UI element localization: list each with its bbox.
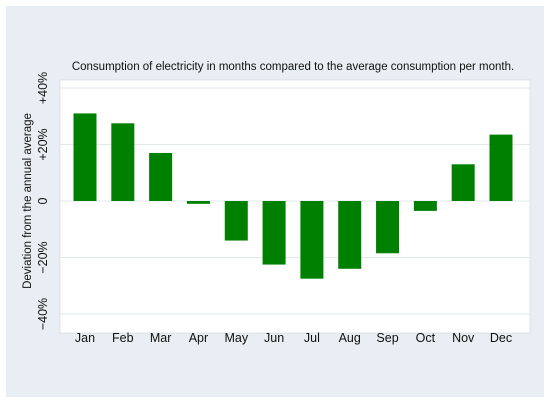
y-tick-label: +20% (36, 128, 50, 160)
x-tick-label: May (224, 331, 248, 345)
x-tick-label: Aug (339, 331, 361, 345)
bar-nov (451, 164, 475, 201)
bar-may (224, 201, 248, 241)
x-tick-label: Jan (75, 331, 95, 345)
x-tick-label: Apr (189, 331, 208, 345)
bar-apr (186, 201, 210, 204)
x-tick-label: Feb (112, 331, 134, 345)
x-tick-label: Jul (304, 331, 320, 345)
bar-aug (338, 201, 362, 269)
y-tick-label: −20% (36, 241, 50, 273)
x-axis: Jan Feb Mar Apr May Jun Jul Aug Sep Oct Nov Dec (75, 331, 512, 345)
bar-dec (489, 134, 513, 201)
x-tick-label: Sep (376, 331, 398, 345)
x-tick-label: Oct (416, 331, 436, 345)
bar-sep (376, 201, 400, 254)
y-tick-label: 0 (36, 197, 50, 204)
plot-area (59, 79, 531, 334)
bars (73, 113, 513, 279)
bar-jun (262, 201, 286, 265)
y-axis-label: Deviation from the annual average (22, 113, 34, 289)
chart-title: Consumption of electricity in months com… (72, 61, 514, 73)
y-tick-label: +40% (36, 72, 50, 104)
bar-jan (73, 113, 97, 201)
x-tick-label: Mar (150, 331, 172, 345)
x-tick-label: Nov (452, 331, 475, 345)
bar-oct (413, 201, 437, 211)
x-tick-label: Jun (264, 331, 284, 345)
bar-jul (300, 201, 324, 279)
bar-mar (149, 152, 173, 201)
y-tick-label: −40% (36, 298, 50, 330)
gridlines (60, 87, 530, 315)
y-axis: −40% −20% 0 +20% +40% (36, 72, 50, 330)
bar-feb (111, 123, 135, 201)
x-tick-label: Dec (490, 331, 512, 345)
